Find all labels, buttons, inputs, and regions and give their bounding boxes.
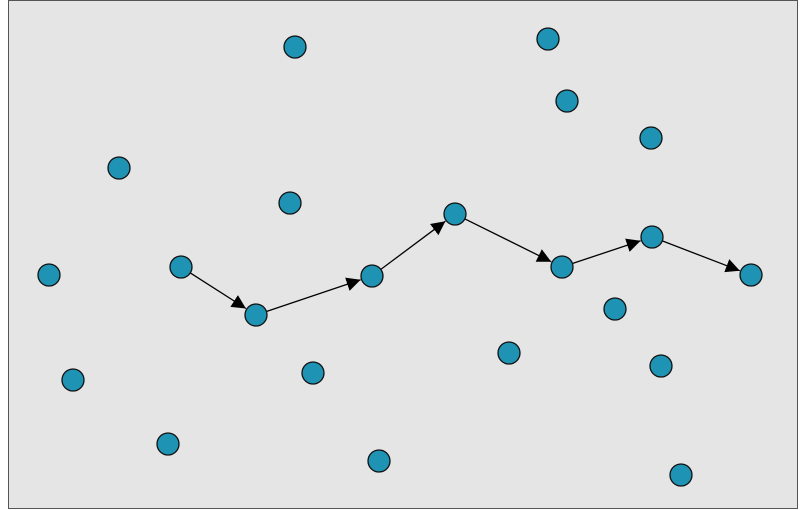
path-node — [640, 225, 664, 249]
network-node — [603, 297, 627, 321]
path-edge-arrow — [266, 277, 361, 313]
diagram-background — [8, 0, 798, 509]
network-node — [555, 89, 579, 113]
path-node — [443, 202, 467, 226]
path-edges — [189, 218, 741, 313]
path-node — [169, 255, 193, 279]
network-node — [639, 126, 663, 150]
network-node — [649, 354, 673, 378]
network-node — [301, 361, 325, 385]
nodes-group — [37, 27, 763, 487]
path-node — [360, 264, 384, 288]
network-node — [283, 35, 307, 59]
network-node — [37, 263, 61, 287]
network-node — [536, 27, 560, 51]
network-node — [278, 191, 302, 215]
path-node — [244, 303, 268, 327]
network-node — [107, 156, 131, 180]
path-node — [739, 263, 763, 287]
path-edge-arrow — [380, 220, 446, 270]
path-edge-arrow — [189, 272, 247, 310]
network-node — [61, 368, 85, 392]
path-node — [550, 255, 574, 279]
network-node — [367, 449, 391, 473]
network-node — [156, 432, 180, 456]
network-node — [497, 341, 521, 365]
path-edge-arrow — [662, 240, 741, 273]
path-edge-arrow — [572, 238, 641, 265]
network-node — [669, 463, 693, 487]
path-edge-arrow — [464, 218, 552, 263]
